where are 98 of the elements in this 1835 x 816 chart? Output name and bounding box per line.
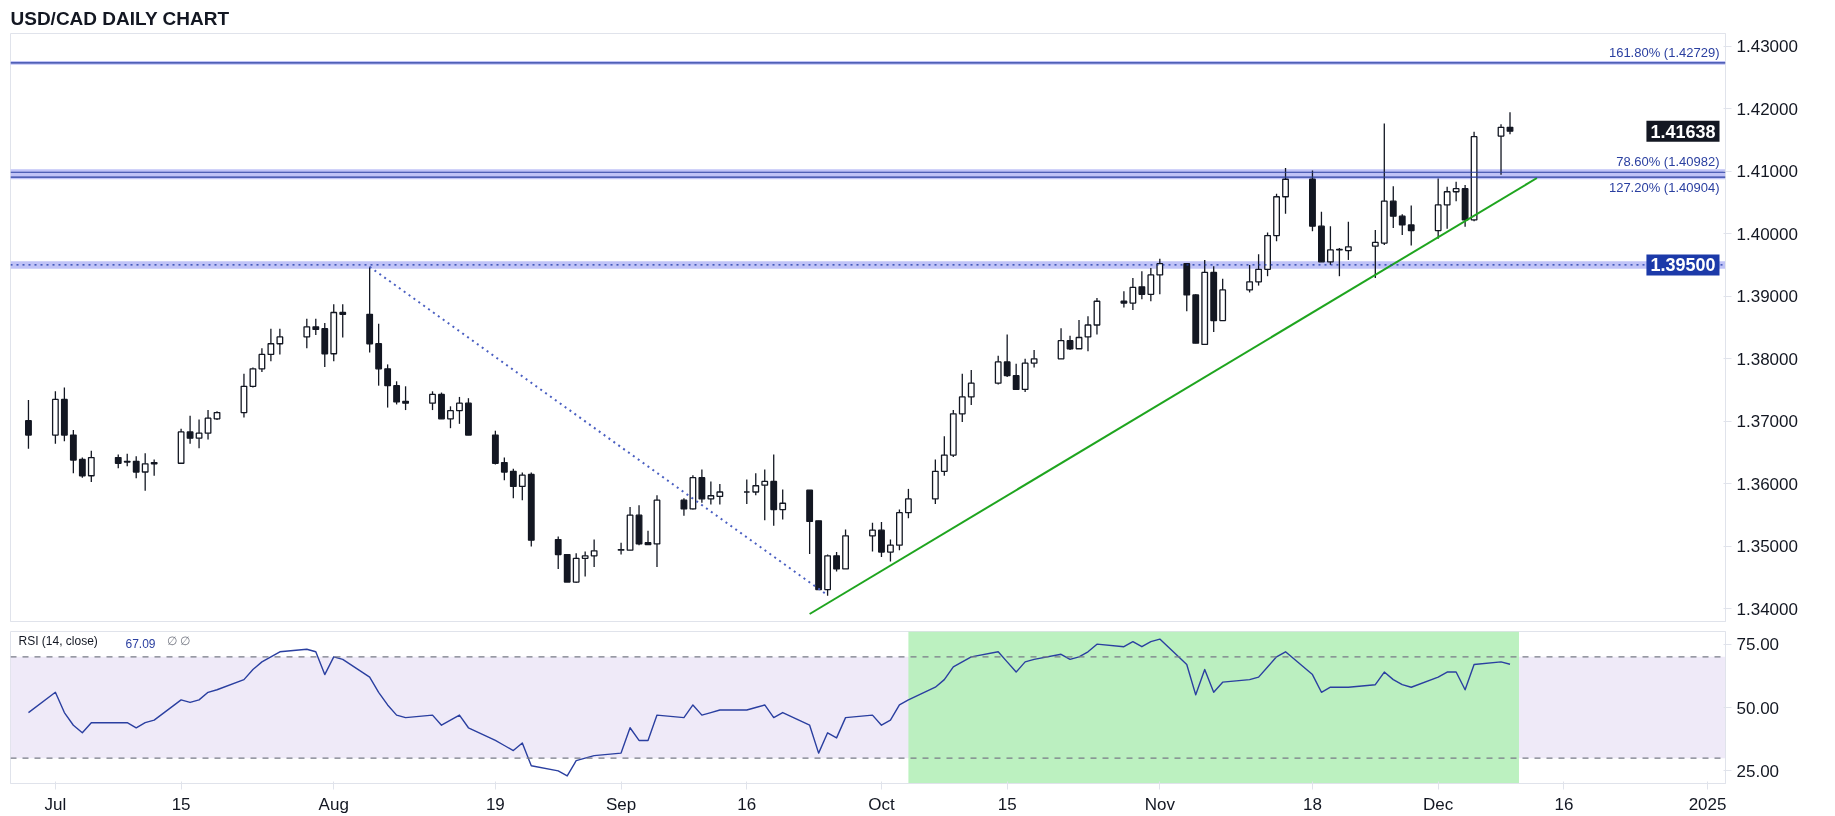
x-tick-label: 19 (485, 794, 505, 814)
candlestick (940, 435, 948, 477)
x-tick-label: 15 (997, 794, 1017, 814)
annotation: 1.39500 (1650, 255, 1716, 276)
candlestick (384, 363, 392, 409)
candlestick (644, 530, 652, 546)
candlestick (869, 522, 876, 553)
y-tick-label: 1.36000 (1736, 474, 1798, 494)
candlestick (752, 472, 760, 496)
candlestick (1326, 225, 1334, 266)
y-tick-label: 1.43000 (1736, 37, 1798, 57)
candlestick (878, 521, 885, 558)
y-tick-label: 1.39000 (1736, 287, 1798, 307)
candlestick (132, 455, 140, 479)
x-tick-label: 18 (1303, 794, 1322, 814)
candlestick (276, 328, 284, 356)
candlestick (1371, 229, 1379, 279)
candlestick (1282, 167, 1289, 215)
candlestick (1398, 213, 1406, 236)
candlestick (258, 347, 266, 373)
x-tick-label: 2025 (1688, 794, 1727, 814)
y-tick-label: 1.37000 (1736, 412, 1798, 432)
candlestick (25, 399, 32, 450)
ref-line-label: 161.80% (1.42729) (1608, 44, 1720, 60)
candlestick (447, 405, 454, 429)
candlestick (1344, 221, 1352, 261)
chart-title: USD/CAD DAILY CHART (10, 7, 230, 29)
candlestick (87, 450, 95, 483)
y-tick-label: 50.00 (1736, 698, 1780, 718)
candlestick (581, 550, 589, 578)
candlestick (1335, 247, 1343, 277)
candlestick (761, 468, 769, 521)
candlestick (1452, 181, 1460, 202)
candlestick (707, 480, 715, 506)
x-tick-label: Oct (868, 794, 895, 814)
candlestick (141, 452, 149, 492)
candlestick (590, 538, 598, 568)
candlestick (393, 380, 401, 406)
y-tick-label: 1.34000 (1736, 599, 1798, 619)
candlestick (1246, 264, 1254, 294)
candlestick (456, 396, 463, 425)
candlestick (1389, 185, 1397, 229)
candlestick (1030, 349, 1038, 369)
candlestick (303, 318, 311, 349)
candlestick (554, 535, 562, 570)
candlestick (339, 303, 347, 339)
candlestick (1147, 267, 1155, 302)
candlestick (500, 456, 508, 481)
candlestick (267, 328, 275, 362)
candlestick (1156, 258, 1164, 295)
x-tick-label: 16 (737, 794, 757, 814)
x-tick-label: Nov (1144, 794, 1176, 814)
y-tick-label: 75.00 (1736, 635, 1780, 655)
x-tick-label: 16 (1554, 794, 1574, 814)
candlestick (402, 385, 410, 411)
candlestick (716, 483, 724, 506)
ref-line-label: 127.20% (1.40904) (1608, 180, 1720, 196)
x-tick-label: Jul (44, 794, 67, 814)
y-tick-label: 25.00 (1736, 761, 1780, 781)
candlestick (1497, 123, 1505, 176)
y-tick-label: 1.41000 (1736, 162, 1798, 182)
candlestick (1120, 290, 1128, 309)
y-tick-label: 1.38000 (1736, 349, 1798, 369)
x-tick-label: Dec (1423, 794, 1454, 814)
candlestick (1407, 204, 1415, 247)
candlestick (186, 415, 194, 445)
candlestick (698, 468, 706, 504)
candlestick (1138, 270, 1146, 300)
candlestick (1012, 363, 1020, 391)
annotation: RSI (14, close) (18, 633, 98, 648)
candlestick (1084, 315, 1092, 352)
candlestick (958, 373, 966, 423)
candlestick (518, 471, 526, 501)
annotation: 67.09 (125, 636, 156, 651)
candlestick (887, 538, 894, 563)
candlestick (429, 390, 436, 411)
candlestick (617, 542, 625, 556)
candlestick (572, 552, 580, 584)
candlestick (1443, 186, 1451, 230)
annotation: ∅ ∅ (166, 633, 190, 648)
candlestick (78, 456, 86, 479)
candlestick (779, 488, 787, 521)
candlestick (904, 488, 912, 519)
x-tick-label: Sep (605, 794, 637, 814)
ref-line-label: 78.60% (1.40982) (1616, 154, 1720, 170)
candlestick (509, 468, 517, 499)
x-tick-label: Aug (318, 794, 349, 814)
x-tick-label: 15 (171, 794, 191, 814)
candlestick (994, 355, 1002, 386)
candlestick (833, 551, 841, 573)
y-tick-label: 1.35000 (1736, 537, 1798, 557)
annotation: 1.41638 (1650, 121, 1716, 142)
candlestick (1003, 333, 1011, 378)
y-tick-label: 1.40000 (1736, 224, 1798, 244)
candlestick (967, 369, 975, 406)
y-tick-label: 1.42000 (1736, 99, 1798, 119)
candlestick (1255, 253, 1263, 287)
candlestick (1129, 277, 1137, 311)
